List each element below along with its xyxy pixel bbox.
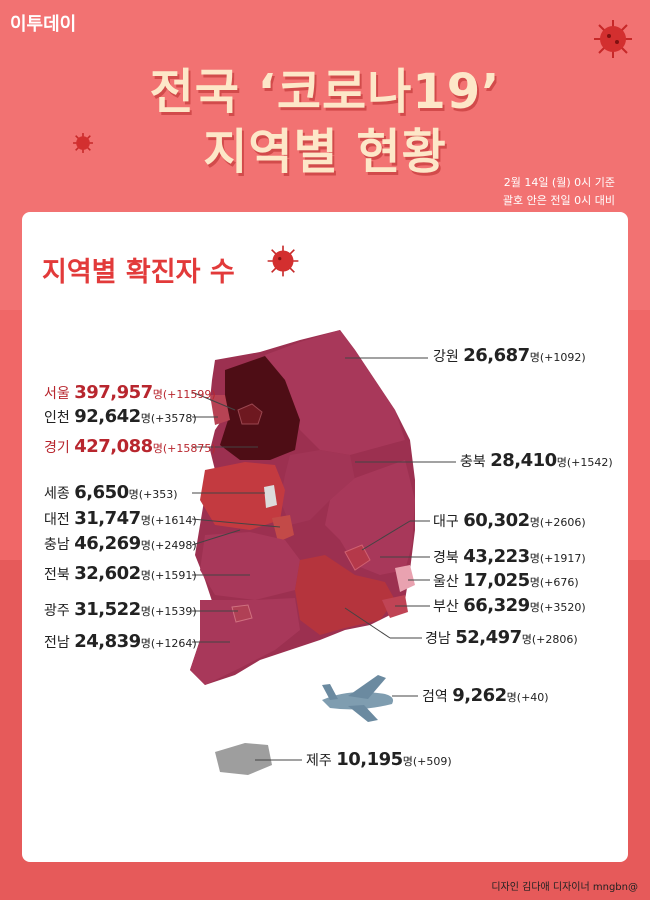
region-daegu — [344, 544, 371, 571]
label-jeonnam: 전남 24,839명(+1264) — [44, 631, 197, 652]
label-daejeon: 대전 31,747명(+1614) — [44, 508, 197, 529]
virus-icon — [73, 133, 93, 153]
label-gwangju: 광주 31,522명(+1539) — [44, 599, 197, 620]
label-incheon: 인천 92,642명(+3578) — [44, 406, 197, 427]
region-gyeongnam — [295, 555, 395, 635]
label-busan: 부산 66,329명(+3520) — [433, 595, 586, 616]
region-ulsan — [395, 565, 415, 592]
leader-lines — [191, 357, 456, 761]
brand-logo: 이투데이 — [10, 14, 77, 35]
section-title: 지역별 확진자 수 — [42, 257, 235, 288]
label-chungbuk: 충북 28,410명(+1542) — [460, 450, 613, 471]
label-jeju: 제주 10,195명(+509) — [306, 749, 452, 770]
label-gangwon: 강원 26,687명(+1092) — [433, 345, 586, 366]
region-gwangju — [231, 604, 253, 623]
label-sejong: 세종 6,650명(+353) — [44, 482, 178, 503]
date-note: 2월 14일 (월) 0시 기준 — [503, 176, 615, 189]
label-ulsan: 울산 17,025명(+676) — [433, 570, 579, 591]
region-chungnam — [200, 462, 285, 530]
virus-icon — [267, 245, 299, 277]
label-gyeongnam: 경남 52,497명(+2806) — [425, 627, 578, 648]
region-gangwon — [265, 330, 405, 455]
design-credit: 디자인 김다애 디자이너 mngbn@ — [491, 882, 638, 893]
region-gyeonggi — [220, 356, 300, 460]
label-seoul: 서울 397,957명(+11599) — [44, 382, 216, 403]
label-gyeonggi: 경기 427,088명(+15875) — [44, 436, 216, 457]
region-gyeongbuk — [325, 460, 415, 575]
label-jeonbuk: 전북 32,602명(+1591) — [44, 563, 197, 584]
title-line-1: 전국 ‘코로나19’ — [149, 64, 501, 120]
airplane-icon — [322, 675, 394, 722]
label-quarantine: 검역 9,262명(+40) — [422, 685, 549, 706]
compare-note: 괄호 안은 전일 0시 대비 — [502, 194, 615, 207]
label-gyeongbuk: 경북 43,223명(+1917) — [433, 546, 586, 567]
virus-icon — [594, 20, 632, 58]
title-line-2: 지역별 현황 — [203, 124, 447, 180]
region-jeju — [215, 743, 272, 775]
region-chungbuk — [280, 450, 355, 525]
region-sejong — [264, 485, 277, 508]
region-jeonbuk — [200, 532, 300, 600]
label-chungnam: 충남 46,269명(+2498) — [44, 533, 197, 554]
label-daegu: 대구 60,302명(+2606) — [433, 510, 586, 531]
region-daejeon — [272, 515, 294, 542]
region-seoul — [237, 403, 263, 425]
region-jeonnam — [190, 598, 300, 685]
